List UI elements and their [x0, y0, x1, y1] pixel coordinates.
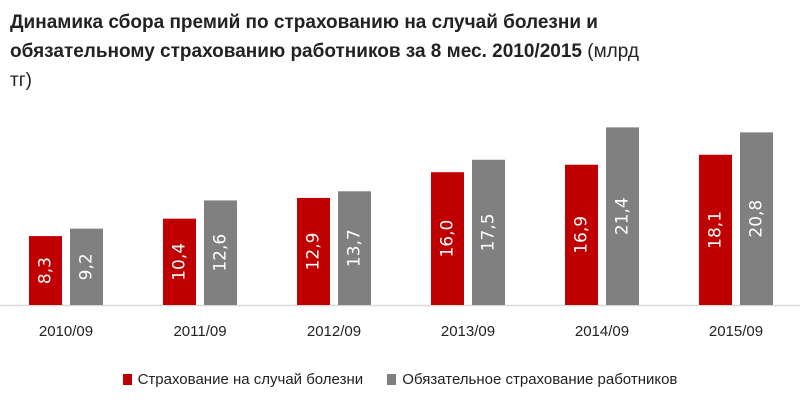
data-label: 9,2 — [77, 253, 97, 280]
data-label: 13,7 — [345, 229, 365, 267]
bar-1-5 — [740, 132, 773, 305]
data-label: 12,9 — [304, 233, 324, 271]
data-label: 21,4 — [613, 197, 633, 235]
legend-swatch — [122, 374, 132, 385]
x-tick-label: 2011/09 — [173, 323, 226, 340]
legend-item-1: Обязательное страхование работников — [387, 371, 677, 388]
legend-label: Страхование на случай болезни — [137, 371, 364, 388]
x-tick-label: 2015/09 — [709, 323, 763, 340]
legend-item-0: Страхование на случай болезни — [122, 371, 364, 388]
data-label: 12,6 — [211, 234, 231, 272]
bar-0-4 — [565, 164, 598, 305]
bar-1-1 — [204, 200, 237, 305]
x-tick-label: 2012/09 — [307, 323, 361, 340]
bar-0-3 — [431, 172, 464, 305]
bar-0-5 — [699, 154, 732, 305]
bar-1-3 — [472, 159, 505, 305]
x-tick-label: 2013/09 — [441, 323, 495, 340]
data-label: 17,5 — [479, 213, 499, 251]
x-tick-label: 2014/09 — [575, 323, 629, 340]
bar-1-0 — [70, 228, 103, 305]
data-label: 10,4 — [170, 243, 190, 281]
x-tick-label: 2010/09 — [39, 323, 93, 340]
chart-title: Динамика сбора премий по страхованию на … — [10, 12, 639, 91]
data-label: 8,3 — [36, 257, 56, 284]
legend-swatch — [387, 374, 397, 385]
bar-0-2 — [297, 197, 330, 305]
legend: Страхование на случай болезни Обязательн… — [0, 371, 800, 388]
legend-label: Обязательное страхование работников — [402, 371, 678, 388]
bar-1-2 — [338, 191, 371, 305]
data-label: 16,0 — [438, 220, 458, 258]
chart-unit: (млрд тг) — [10, 41, 639, 91]
bar-0-1 — [163, 218, 196, 305]
bar-1-4 — [606, 127, 639, 305]
data-label: 16,9 — [572, 216, 592, 254]
bar-0-0 — [29, 236, 62, 305]
data-label: 20,8 — [747, 200, 767, 238]
data-label: 18,1 — [706, 211, 726, 249]
